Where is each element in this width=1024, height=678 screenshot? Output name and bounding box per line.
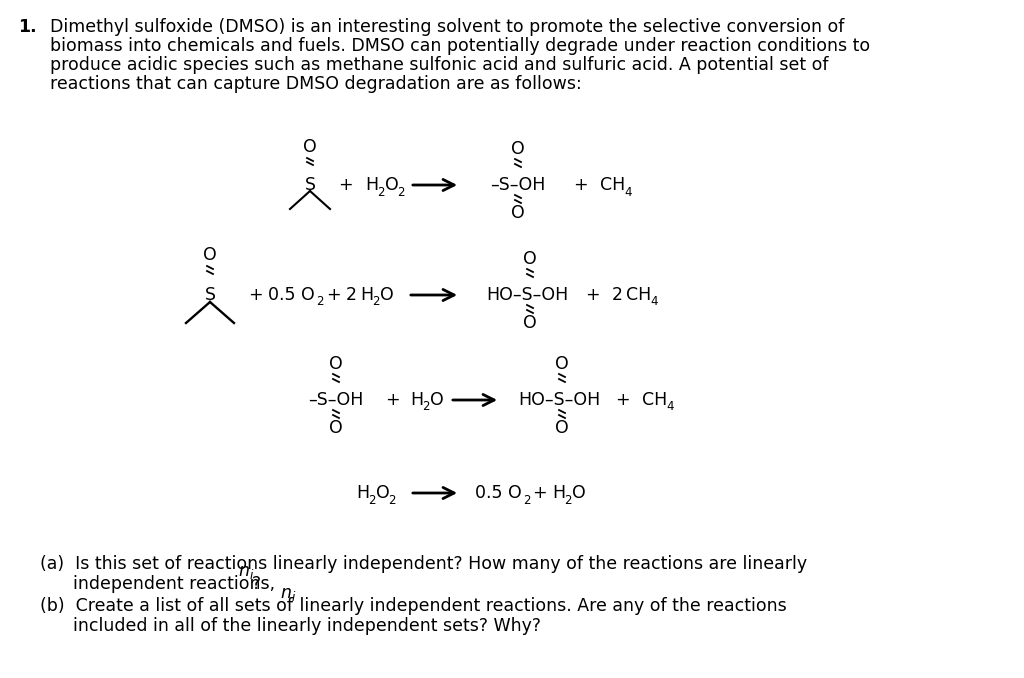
- Text: +: +: [614, 391, 630, 409]
- Text: CH: CH: [642, 391, 668, 409]
- Text: HO–S–OH: HO–S–OH: [486, 286, 568, 304]
- Text: H: H: [410, 391, 423, 409]
- Text: 1.: 1.: [18, 18, 37, 36]
- Text: H: H: [365, 176, 378, 194]
- Text: 2: 2: [564, 494, 571, 506]
- Text: ?: ?: [252, 575, 261, 593]
- Text: O: O: [329, 355, 343, 373]
- Text: HO–S–OH: HO–S–OH: [518, 391, 600, 409]
- Text: Dimethyl sulfoxide (DMSO) is an interesting solvent to promote the selective con: Dimethyl sulfoxide (DMSO) is an interest…: [50, 18, 845, 36]
- Text: (a)  Is this set of reactions linearly independent? How many of the reactions ar: (a) Is this set of reactions linearly in…: [40, 555, 807, 573]
- Text: O: O: [303, 138, 316, 156]
- Text: 2: 2: [422, 401, 429, 414]
- Text: H: H: [356, 484, 369, 502]
- Text: +: +: [572, 176, 588, 194]
- Text: 4: 4: [624, 186, 632, 199]
- Text: 2: 2: [346, 286, 357, 304]
- Text: –S–OH: –S–OH: [490, 176, 546, 194]
- Text: 2: 2: [388, 494, 395, 506]
- Text: O: O: [376, 484, 390, 502]
- Text: O: O: [511, 140, 525, 158]
- Text: 2: 2: [397, 186, 404, 199]
- Text: CH: CH: [626, 286, 651, 304]
- Text: O: O: [511, 204, 525, 222]
- Text: produce acidic species such as methane sulfonic acid and sulfuric acid. A potent: produce acidic species such as methane s…: [50, 56, 828, 74]
- Text: O: O: [380, 286, 394, 304]
- Text: H: H: [360, 286, 373, 304]
- Text: +: +: [338, 176, 352, 194]
- Text: 2: 2: [368, 494, 376, 506]
- Text: H: H: [552, 484, 565, 502]
- Text: 2: 2: [316, 296, 324, 308]
- Text: CH: CH: [600, 176, 626, 194]
- Text: 2: 2: [372, 296, 380, 308]
- Text: O: O: [555, 355, 569, 373]
- Text: O: O: [329, 419, 343, 437]
- Text: reactions that can capture DMSO degradation are as follows:: reactions that can capture DMSO degradat…: [50, 75, 582, 93]
- Text: linearly independent reactions. Are any of the reactions: linearly independent reactions. Are any …: [294, 597, 786, 615]
- Text: O: O: [555, 419, 569, 437]
- Text: (b)  Create a list of all sets of: (b) Create a list of all sets of: [40, 597, 299, 615]
- Text: O: O: [572, 484, 586, 502]
- Text: 4: 4: [666, 401, 674, 414]
- Text: O: O: [523, 314, 537, 332]
- Text: 2: 2: [523, 494, 530, 506]
- Text: 2: 2: [377, 186, 384, 199]
- Text: 0.5 O: 0.5 O: [475, 484, 522, 502]
- Text: S: S: [304, 176, 315, 194]
- Text: +: +: [385, 391, 399, 409]
- Text: 2: 2: [612, 286, 623, 304]
- Text: –S–OH: –S–OH: [308, 391, 364, 409]
- Text: +: +: [248, 286, 262, 304]
- Text: $n_i$: $n_i$: [238, 563, 254, 581]
- Text: +: +: [326, 286, 341, 304]
- Text: included in all of the linearly independent sets? Why?: included in all of the linearly independ…: [40, 617, 541, 635]
- Text: biomass into chemicals and fuels. DMSO can potentially degrade under reaction co: biomass into chemicals and fuels. DMSO c…: [50, 37, 870, 55]
- Text: S: S: [205, 286, 215, 304]
- Text: 4: 4: [650, 296, 657, 308]
- Text: O: O: [430, 391, 443, 409]
- Text: +: +: [585, 286, 599, 304]
- Text: independent reactions,: independent reactions,: [40, 575, 281, 593]
- Text: 0.5 O: 0.5 O: [268, 286, 314, 304]
- Text: $n_i$: $n_i$: [280, 585, 296, 603]
- Text: +: +: [532, 484, 547, 502]
- Text: O: O: [385, 176, 398, 194]
- Text: O: O: [203, 246, 217, 264]
- Text: O: O: [523, 250, 537, 268]
